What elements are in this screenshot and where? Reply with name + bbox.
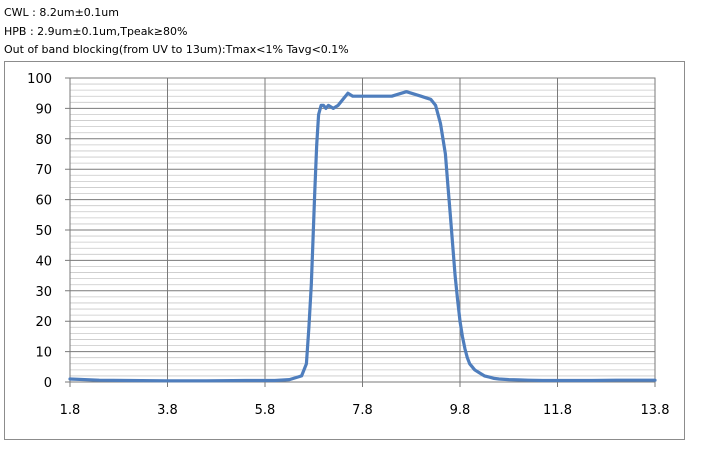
y-tick-label: 30 <box>35 285 52 300</box>
y-tick-label: 10 <box>35 346 52 361</box>
x-tick-label: 7.8 <box>352 403 373 418</box>
x-tick-label: 9.8 <box>450 403 471 418</box>
y-tick-label: 20 <box>35 315 52 330</box>
y-tick-label: 70 <box>35 163 52 178</box>
transmission-line <box>68 90 657 383</box>
y-tick-label: 60 <box>35 194 52 209</box>
spec-cwl: CWL : 8.2um±0.1um <box>4 6 119 19</box>
y-tick-label: 90 <box>35 102 52 117</box>
x-tick-label: 5.8 <box>255 403 276 418</box>
chart-frame <box>4 61 685 440</box>
x-tick-label: 1.8 <box>60 403 81 418</box>
x-tick-label: 13.8 <box>641 403 670 418</box>
y-tick-label: 50 <box>35 224 52 239</box>
x-tick-label: 11.8 <box>543 403 572 418</box>
spec-hpb: HPB : 2.9um±0.1um,Tpeak≥80% <box>4 25 188 38</box>
y-tick-label: 80 <box>35 133 52 148</box>
y-tick-label: 40 <box>35 254 52 269</box>
plot-border <box>69 77 656 383</box>
spec-blocking: Out of band blocking(from UV to 13um):Tm… <box>4 43 349 56</box>
y-tick-label: 0 <box>44 376 52 391</box>
x-tick-label: 3.8 <box>157 403 178 418</box>
y-tick-label: 100 <box>27 72 52 87</box>
